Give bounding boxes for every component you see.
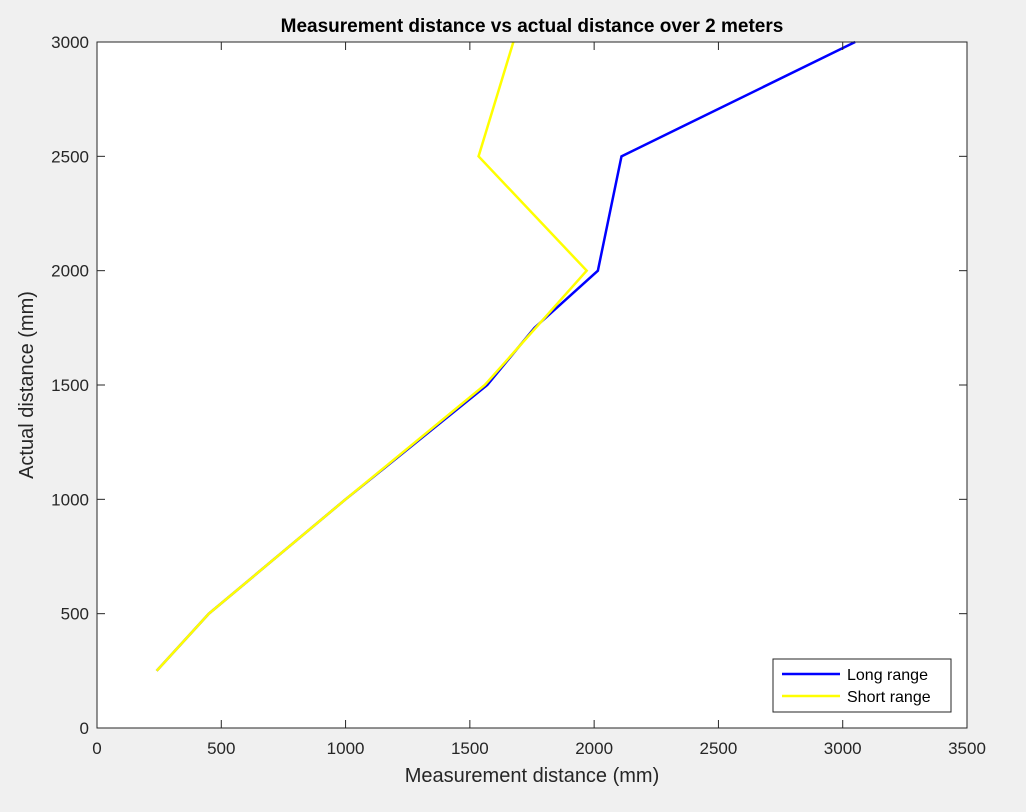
series-line-short-range xyxy=(155,41,589,672)
y-axis-label: Actual distance (mm) xyxy=(16,291,38,479)
legend-label-long-range: Long range xyxy=(847,667,928,684)
x-tick-label: 2000 xyxy=(575,739,613,758)
legend-box xyxy=(772,658,952,713)
x-tick-label: 3500 xyxy=(948,739,986,758)
x-tick-label: 500 xyxy=(207,739,235,758)
x-tick-label: 1500 xyxy=(451,739,489,758)
plot-area xyxy=(97,42,967,728)
legend-label-short-range: Short range xyxy=(847,689,931,706)
legend: Long range Short range xyxy=(772,658,952,713)
y-tick-label: 3000 xyxy=(51,33,89,52)
tick-layer: 0 500 1000 1500 2000 2500 3000 3500 0 500 1000 1500… xyxy=(51,33,986,758)
y-tick-label: 2500 xyxy=(51,147,89,166)
y-tick-label: 500 xyxy=(61,605,89,624)
x-tick-label: 2500 xyxy=(700,739,738,758)
chart-title: Measurement distance vs actual distance … xyxy=(281,16,784,37)
y-tick-label: 1500 xyxy=(51,376,89,395)
series-layer xyxy=(155,40,856,672)
x-tick-label: 0 xyxy=(92,739,101,758)
x-tick-label: 3000 xyxy=(824,739,862,758)
y-tick-label: 0 xyxy=(80,719,89,738)
x-tick-label: 1000 xyxy=(327,739,365,758)
x-axis-label: Measurement distance (mm) xyxy=(405,765,660,787)
y-tick-label: 1000 xyxy=(51,490,89,509)
y-tick-label: 2000 xyxy=(51,262,89,281)
